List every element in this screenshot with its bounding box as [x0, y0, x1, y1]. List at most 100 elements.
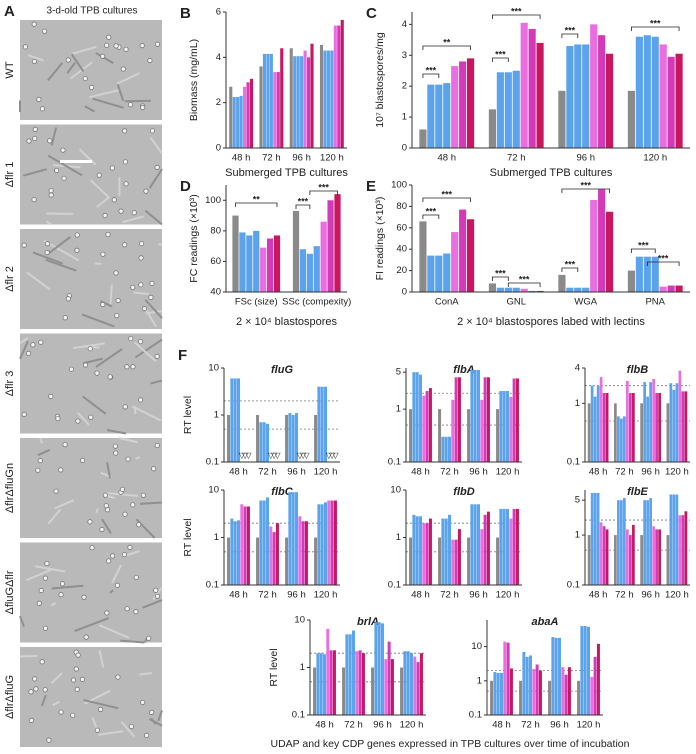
bar — [275, 523, 279, 585]
spore — [118, 208, 124, 214]
spore — [143, 188, 149, 194]
hypha — [39, 438, 43, 444]
spore — [100, 53, 106, 59]
hypha — [131, 405, 162, 422]
y-axis-label: RT level — [268, 648, 280, 686]
bar — [582, 287, 590, 292]
bar — [632, 524, 635, 585]
bar — [640, 403, 643, 462]
bar — [646, 500, 649, 585]
bar — [651, 256, 659, 292]
spore — [62, 315, 68, 321]
bar — [326, 50, 330, 148]
hypha — [26, 271, 51, 291]
bar — [419, 221, 427, 292]
significance-label: *** — [650, 18, 661, 28]
y-tick-label: 0.1 — [206, 580, 219, 591]
spore — [140, 699, 146, 706]
bar — [443, 253, 451, 292]
y-tick-label: 60 — [396, 222, 407, 233]
hypha — [152, 586, 163, 601]
significance-bracket — [235, 202, 278, 207]
spore — [70, 712, 76, 718]
hypha — [78, 148, 97, 166]
x-tick-label: 120 h — [320, 153, 344, 164]
bar — [467, 219, 475, 292]
bar — [285, 415, 289, 462]
bar — [361, 653, 365, 715]
x-tick-label: 72 h — [521, 720, 540, 731]
spore — [44, 249, 50, 256]
spore — [28, 689, 34, 695]
spore — [147, 57, 153, 64]
y-tick-label: 2 — [402, 81, 407, 92]
hypha — [142, 599, 163, 609]
hypha — [122, 215, 145, 224]
hypha — [106, 462, 112, 479]
bar — [269, 526, 273, 585]
bar — [669, 494, 673, 585]
bar — [606, 53, 614, 148]
bar — [428, 388, 432, 462]
x-tick-label: 96 h — [373, 720, 392, 731]
spore — [65, 57, 71, 63]
spore — [55, 416, 61, 422]
spore — [114, 582, 120, 588]
bar — [273, 235, 281, 292]
hypha — [139, 501, 163, 505]
bar — [486, 377, 490, 462]
bar — [583, 626, 587, 715]
x-tick-label: 120 h — [314, 467, 338, 478]
bar — [259, 66, 263, 148]
bar — [457, 377, 461, 462]
x-tick-label: 72 h — [344, 720, 363, 731]
y-tick-label: 0.1 — [469, 710, 482, 721]
bar — [451, 232, 459, 292]
bar — [590, 199, 598, 292]
bar — [623, 416, 626, 462]
bar — [313, 246, 320, 292]
chart-title: flbD — [453, 486, 474, 498]
spore — [115, 297, 121, 304]
spore — [21, 242, 27, 248]
bar — [643, 500, 646, 585]
x-tick-label: 96 h — [287, 590, 306, 601]
bar — [256, 537, 260, 585]
bar — [390, 659, 394, 715]
significance-bracket — [561, 267, 579, 272]
strain-label: ΔfluGΔflr — [4, 570, 16, 614]
bar — [596, 492, 600, 585]
strain-label: WT — [4, 61, 16, 78]
bar — [301, 521, 305, 585]
bar — [567, 667, 571, 715]
bar — [285, 537, 289, 585]
bar — [438, 409, 442, 462]
bar — [480, 399, 484, 462]
bar — [352, 630, 355, 715]
bar — [295, 413, 298, 462]
bar — [371, 667, 375, 715]
spore — [112, 443, 118, 449]
bar — [454, 539, 458, 585]
spore — [138, 282, 144, 288]
bar — [262, 53, 267, 148]
hypha — [54, 499, 75, 510]
spore — [31, 197, 37, 203]
significance-bracket — [631, 26, 680, 31]
bar — [605, 392, 609, 462]
bar — [333, 25, 337, 149]
bar — [566, 46, 574, 148]
bar — [593, 396, 597, 462]
bar — [483, 514, 487, 585]
bar — [538, 670, 542, 715]
y-tick-label: 1 — [396, 404, 401, 415]
hypha — [40, 694, 47, 707]
bar — [617, 500, 620, 585]
y-tick-label: 10 — [294, 615, 305, 626]
spore — [88, 414, 94, 420]
y-tick-label: 40 — [210, 287, 221, 298]
spore — [127, 544, 133, 550]
value-label: ▽ — [274, 451, 281, 460]
spore — [47, 138, 53, 144]
spore — [120, 66, 126, 72]
